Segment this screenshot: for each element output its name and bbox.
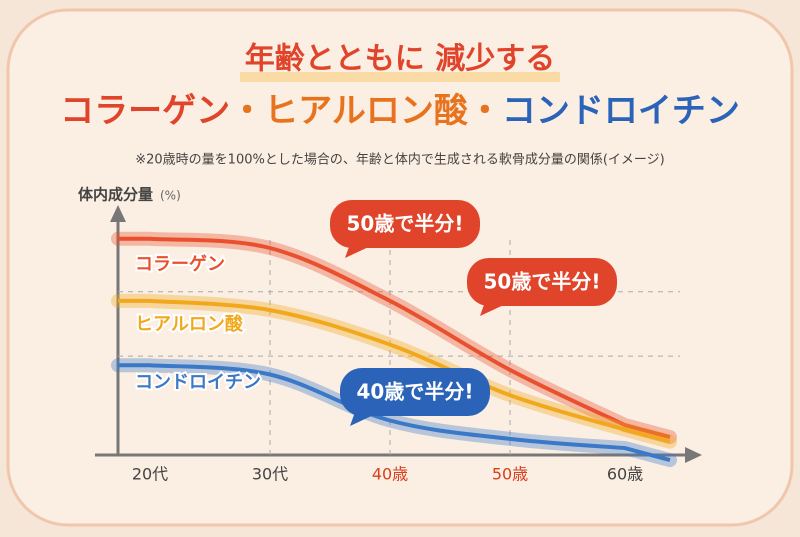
subtitle: ※20歳時の量を100%とした場合の、年齢と体内で生成される軟骨成分量の関係(イ… xyxy=(135,152,664,168)
callout-text: 50歳で半分! xyxy=(347,212,464,236)
chart-title: 年齢とともに 減少する xyxy=(245,42,555,77)
x-tick-label: 20代 xyxy=(132,465,168,484)
x-tick-label: 40歳 xyxy=(372,465,408,484)
callout-text: 40歳で半分! xyxy=(357,380,474,404)
y-axis-unit: (%) xyxy=(160,189,181,203)
series-line xyxy=(118,236,671,440)
series-line xyxy=(118,363,671,463)
series-label: コンドロイチン xyxy=(135,372,261,393)
y-axis-label: 体内成分量 xyxy=(78,186,153,204)
series-line xyxy=(118,298,671,444)
series-label: ヒアルロン酸 xyxy=(135,313,244,335)
callout xyxy=(467,258,617,306)
callout xyxy=(330,200,480,248)
callout xyxy=(340,368,490,416)
callout-text: 50歳で半分! xyxy=(484,270,601,294)
x-tick-label: 60歳 xyxy=(607,465,643,484)
frame xyxy=(6,8,794,527)
x-tick-label: 50歳 xyxy=(492,465,528,484)
title-part: ・ヒアルロン酸・ xyxy=(230,91,502,131)
series-label: コラーゲン xyxy=(135,253,225,275)
x-arrow xyxy=(685,447,702,463)
chart-title-2: コラーゲン・ヒアルロン酸・コンドロイチン xyxy=(60,91,740,131)
title-highlight xyxy=(240,72,560,82)
y-arrow xyxy=(110,205,126,222)
x-tick-label: 30代 xyxy=(252,465,288,484)
title-part: コンドロイチン xyxy=(502,91,740,131)
title-part: コラーゲン xyxy=(60,91,230,131)
